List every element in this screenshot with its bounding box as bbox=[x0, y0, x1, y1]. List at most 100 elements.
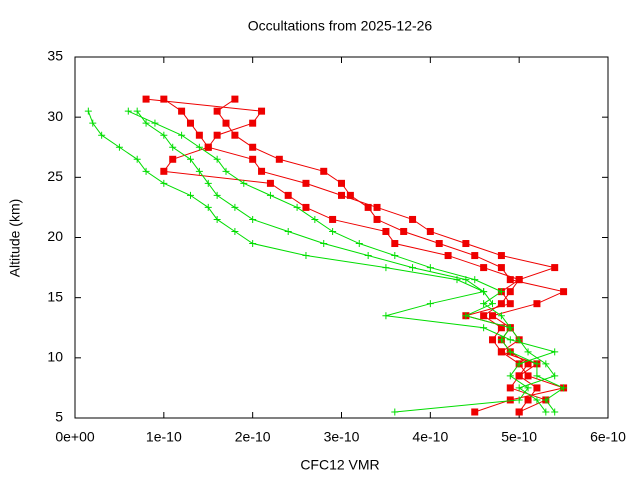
marker bbox=[373, 203, 381, 211]
marker bbox=[249, 215, 257, 223]
marker bbox=[444, 252, 452, 260]
marker bbox=[533, 300, 541, 308]
marker bbox=[533, 396, 541, 404]
marker bbox=[382, 264, 390, 272]
y-tick-label: 20 bbox=[47, 228, 63, 244]
marker bbox=[204, 179, 212, 187]
marker bbox=[364, 252, 372, 260]
x-tick-label: 3e-10 bbox=[324, 429, 360, 445]
marker bbox=[169, 155, 177, 163]
marker bbox=[240, 179, 248, 187]
marker bbox=[249, 119, 257, 127]
marker bbox=[480, 312, 488, 320]
marker bbox=[204, 143, 212, 151]
marker bbox=[355, 240, 363, 248]
marker bbox=[213, 107, 221, 115]
marker bbox=[497, 300, 505, 308]
marker bbox=[284, 227, 292, 235]
marker bbox=[409, 264, 417, 272]
marker bbox=[382, 312, 390, 320]
marker bbox=[338, 179, 345, 187]
marker bbox=[480, 324, 488, 332]
marker bbox=[515, 384, 523, 392]
marker bbox=[506, 324, 514, 332]
marker bbox=[506, 372, 514, 380]
marker bbox=[195, 167, 203, 175]
marker bbox=[506, 300, 514, 308]
marker bbox=[426, 264, 434, 272]
marker bbox=[293, 203, 301, 211]
marker bbox=[133, 107, 141, 115]
marker bbox=[302, 179, 310, 187]
marker bbox=[533, 372, 541, 380]
x-tick-label: 1e-10 bbox=[146, 429, 182, 445]
marker bbox=[186, 119, 194, 127]
marker bbox=[515, 372, 523, 380]
marker bbox=[231, 131, 239, 139]
marker bbox=[497, 264, 505, 272]
marker bbox=[142, 167, 150, 175]
marker bbox=[489, 336, 497, 344]
marker bbox=[497, 348, 505, 356]
marker bbox=[524, 372, 532, 380]
y-tick-label: 15 bbox=[47, 288, 63, 304]
marker bbox=[231, 203, 239, 211]
marker bbox=[551, 372, 559, 380]
marker bbox=[222, 167, 230, 175]
x-axis-label: CFC12 VMR bbox=[300, 457, 379, 473]
marker bbox=[195, 143, 203, 151]
marker bbox=[497, 288, 505, 296]
marker bbox=[160, 179, 168, 187]
marker bbox=[364, 203, 372, 211]
profile-line bbox=[87, 110, 557, 413]
marker bbox=[551, 408, 559, 416]
marker bbox=[142, 95, 150, 103]
marker bbox=[213, 155, 221, 163]
marker bbox=[186, 155, 194, 163]
marker bbox=[178, 107, 186, 115]
marker bbox=[480, 288, 488, 296]
marker bbox=[160, 131, 168, 139]
marker bbox=[551, 348, 559, 356]
marker bbox=[551, 264, 559, 272]
marker bbox=[302, 203, 310, 211]
marker bbox=[346, 191, 354, 199]
marker bbox=[258, 167, 266, 175]
marker bbox=[515, 360, 523, 368]
marker bbox=[231, 95, 239, 103]
marker bbox=[471, 252, 479, 260]
marker bbox=[435, 240, 443, 248]
marker bbox=[409, 215, 417, 223]
y-tick-label: 30 bbox=[47, 108, 63, 124]
marker bbox=[426, 300, 434, 308]
marker bbox=[506, 348, 514, 356]
marker bbox=[213, 215, 221, 223]
marker bbox=[169, 143, 177, 151]
marker bbox=[213, 191, 221, 199]
marker bbox=[515, 396, 523, 404]
marker bbox=[515, 408, 523, 416]
x-tick-label: 6e-10 bbox=[590, 429, 626, 445]
marker bbox=[524, 384, 532, 392]
marker bbox=[275, 155, 283, 163]
marker bbox=[506, 288, 514, 296]
marker bbox=[213, 131, 221, 139]
marker bbox=[542, 408, 550, 416]
marker bbox=[124, 107, 132, 115]
marker bbox=[497, 324, 505, 332]
marker bbox=[542, 360, 550, 368]
marker bbox=[506, 336, 514, 344]
x-tick-label: 0e+00 bbox=[55, 429, 95, 445]
marker bbox=[266, 191, 274, 199]
marker bbox=[462, 276, 470, 284]
x-tick-label: 4e-10 bbox=[412, 429, 448, 445]
marker bbox=[533, 384, 541, 392]
marker bbox=[320, 240, 328, 248]
marker bbox=[186, 191, 194, 199]
marker bbox=[195, 131, 203, 139]
marker bbox=[89, 119, 97, 127]
profile-line bbox=[128, 110, 556, 413]
marker bbox=[391, 408, 399, 416]
marker bbox=[506, 396, 514, 404]
